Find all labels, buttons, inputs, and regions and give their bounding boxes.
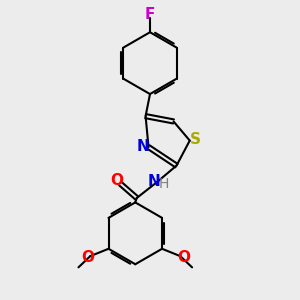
Text: N: N bbox=[148, 174, 160, 189]
Text: N: N bbox=[137, 139, 150, 154]
Text: O: O bbox=[177, 250, 190, 265]
Text: F: F bbox=[145, 7, 155, 22]
Text: O: O bbox=[110, 173, 124, 188]
Text: S: S bbox=[190, 132, 201, 147]
Text: O: O bbox=[81, 250, 94, 265]
Text: H: H bbox=[159, 177, 169, 191]
